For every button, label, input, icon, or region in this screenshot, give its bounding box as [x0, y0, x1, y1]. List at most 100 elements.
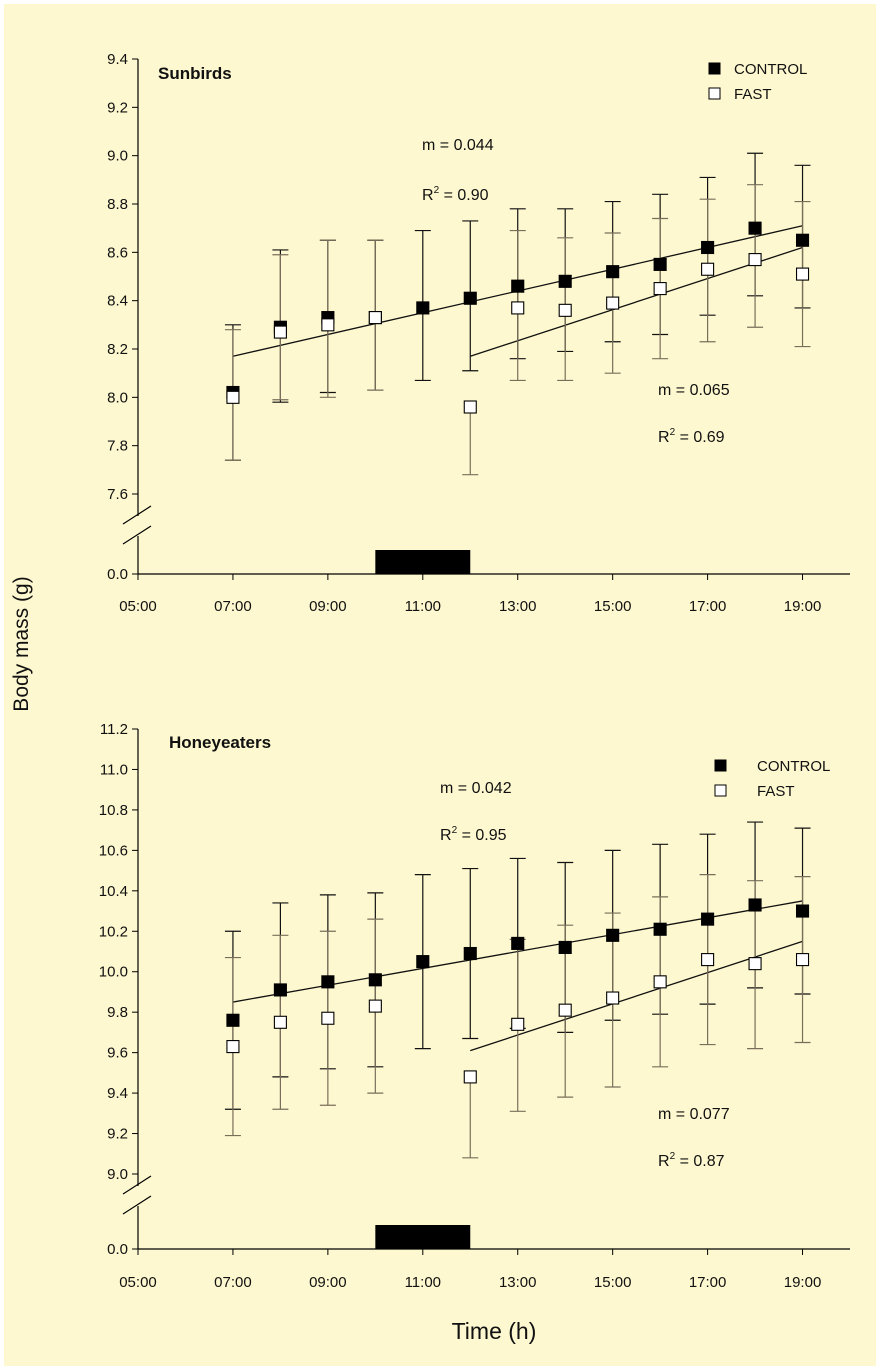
data-point-fast: [463, 1070, 477, 1084]
x-tick-label: 15:00: [594, 1274, 632, 1291]
data-point-control: [606, 928, 620, 942]
data-point-fast: [511, 301, 525, 315]
x-tick-label: 05:00: [119, 598, 157, 615]
fasting-period-bar: [375, 550, 471, 574]
x-tick-label: 09:00: [309, 1274, 347, 1291]
data-point-control: [748, 221, 762, 235]
data-point-control: [273, 983, 287, 997]
data-point-fast: [606, 296, 620, 310]
data-point-control: [701, 240, 715, 255]
data-point-control: [795, 904, 810, 918]
slope-annotation: m = 0.042: [440, 780, 512, 797]
y-tick-label: 7.8: [107, 438, 128, 455]
fit-line-fast: [470, 246, 803, 357]
y-tick-label: 8.4: [107, 293, 128, 310]
legend-label-control: CONTROL: [757, 758, 830, 775]
data-point-control: [558, 274, 572, 288]
legend-label-fast: FAST: [734, 86, 772, 103]
figure-panel: Body mass (g) Time (h) 7.6 7.8 8.0 8.2 8.4 8.…: [4, 4, 876, 1366]
x-tick-label: 13:00: [499, 1274, 537, 1291]
data-point-fast: [463, 400, 477, 414]
data-point-control: [511, 936, 525, 950]
y-tick-label: 11.0: [100, 761, 128, 778]
data-point-fast: [606, 991, 620, 1005]
data-point-fast: [795, 953, 810, 967]
data-point-fast: [321, 1011, 335, 1025]
legend-label-control: CONTROL: [734, 61, 807, 78]
x-tick-label: 07:00: [214, 598, 252, 615]
data-point-fast: [368, 311, 382, 325]
data-point-fast: [748, 957, 762, 971]
y-tick-label: 8.2: [107, 341, 128, 358]
y-tick-label: 9.4: [107, 1085, 128, 1102]
data-point-fast: [226, 390, 240, 404]
x-tick-label: 11:00: [405, 1274, 441, 1291]
data-point-control: [416, 955, 430, 969]
y-tick-label: 10.4: [99, 883, 128, 900]
data-point-control: [463, 946, 477, 961]
data-point-fast: [321, 318, 335, 332]
panel-title: Honeyeaters: [169, 733, 271, 752]
data-point-control: [416, 301, 430, 315]
x-axis-label: Time (h): [452, 1318, 537, 1344]
x-tick-label: 19:00: [784, 1274, 822, 1291]
axis-break-mark: [122, 1175, 152, 1195]
y-tick-label: 9.6: [107, 1045, 128, 1062]
legend-marker-control: [714, 759, 727, 772]
y-tick-label: 8.6: [107, 244, 128, 261]
y-tick-label: 8.0: [107, 389, 128, 406]
x-tick-label: 17:00: [689, 1274, 727, 1291]
data-point-fast: [558, 303, 572, 317]
panel-title: Sunbirds: [158, 64, 232, 83]
y-tick-label: 10.0: [99, 964, 128, 981]
r-squared-annotation: R2 = 0.90: [422, 185, 489, 204]
x-tick-label: 07:00: [214, 1274, 252, 1291]
x-tick-label: 17:00: [689, 598, 727, 615]
y-tick-label: 9.0: [107, 148, 128, 165]
chart-svg: Body mass (g) Time (h) 7.6 7.8 8.0 8.2 8.4 8.…: [10, 51, 850, 1344]
data-point-fast: [701, 953, 715, 967]
data-point-control: [653, 257, 667, 271]
x-tick-label: 13:00: [499, 598, 537, 615]
data-point-fast: [701, 262, 715, 276]
axis-break-mark: [122, 1195, 152, 1215]
y-tick-label: 0.0: [107, 566, 128, 583]
x-tick-label: 09:00: [309, 598, 347, 615]
data-point-fast: [273, 325, 287, 339]
slope-annotation: m = 0.065: [658, 382, 730, 399]
slope-annotation: m = 0.044: [422, 137, 494, 154]
data-point-control: [701, 912, 715, 926]
data-point-control: [606, 265, 620, 279]
y-tick-label: 9.2: [107, 1126, 128, 1143]
axis-break-mark: [122, 525, 152, 545]
y-tick-label: 10.6: [99, 842, 128, 859]
legend-label-fast: FAST: [757, 783, 795, 800]
data-point-fast: [511, 1017, 525, 1031]
data-point-control: [463, 291, 477, 305]
fit-line-fast: [470, 940, 803, 1052]
data-point-control: [748, 898, 762, 912]
y-tick-label: 0.0: [107, 1241, 128, 1258]
r-squared-annotation: R2 = 0.69: [658, 427, 725, 446]
data-point-fast: [273, 1015, 287, 1029]
data-point-control: [653, 922, 667, 936]
y-tick-label: 8.8: [107, 196, 128, 213]
fasting-period-bar: [375, 1225, 471, 1249]
data-point-fast: [653, 282, 667, 296]
data-point-control: [368, 973, 382, 987]
y-tick-label: 9.2: [107, 99, 128, 116]
data-point-control: [321, 975, 335, 989]
data-point-fast: [226, 1040, 240, 1054]
data-point-fast: [795, 267, 810, 281]
data-point-control: [226, 1013, 240, 1027]
y-tick-label: 9.0: [107, 1166, 128, 1183]
y-tick-label: 7.6: [107, 486, 128, 503]
data-point-control: [558, 940, 572, 955]
r-squared-annotation: R2 = 0.87: [658, 1151, 725, 1170]
r-squared-annotation: R2 = 0.95: [440, 825, 507, 844]
data-point-fast: [653, 975, 667, 989]
data-point-fast: [558, 1003, 572, 1017]
x-tick-label: 15:00: [594, 598, 632, 615]
y-tick-label: 9.8: [107, 1004, 128, 1021]
y-tick-label: 9.4: [107, 51, 128, 68]
